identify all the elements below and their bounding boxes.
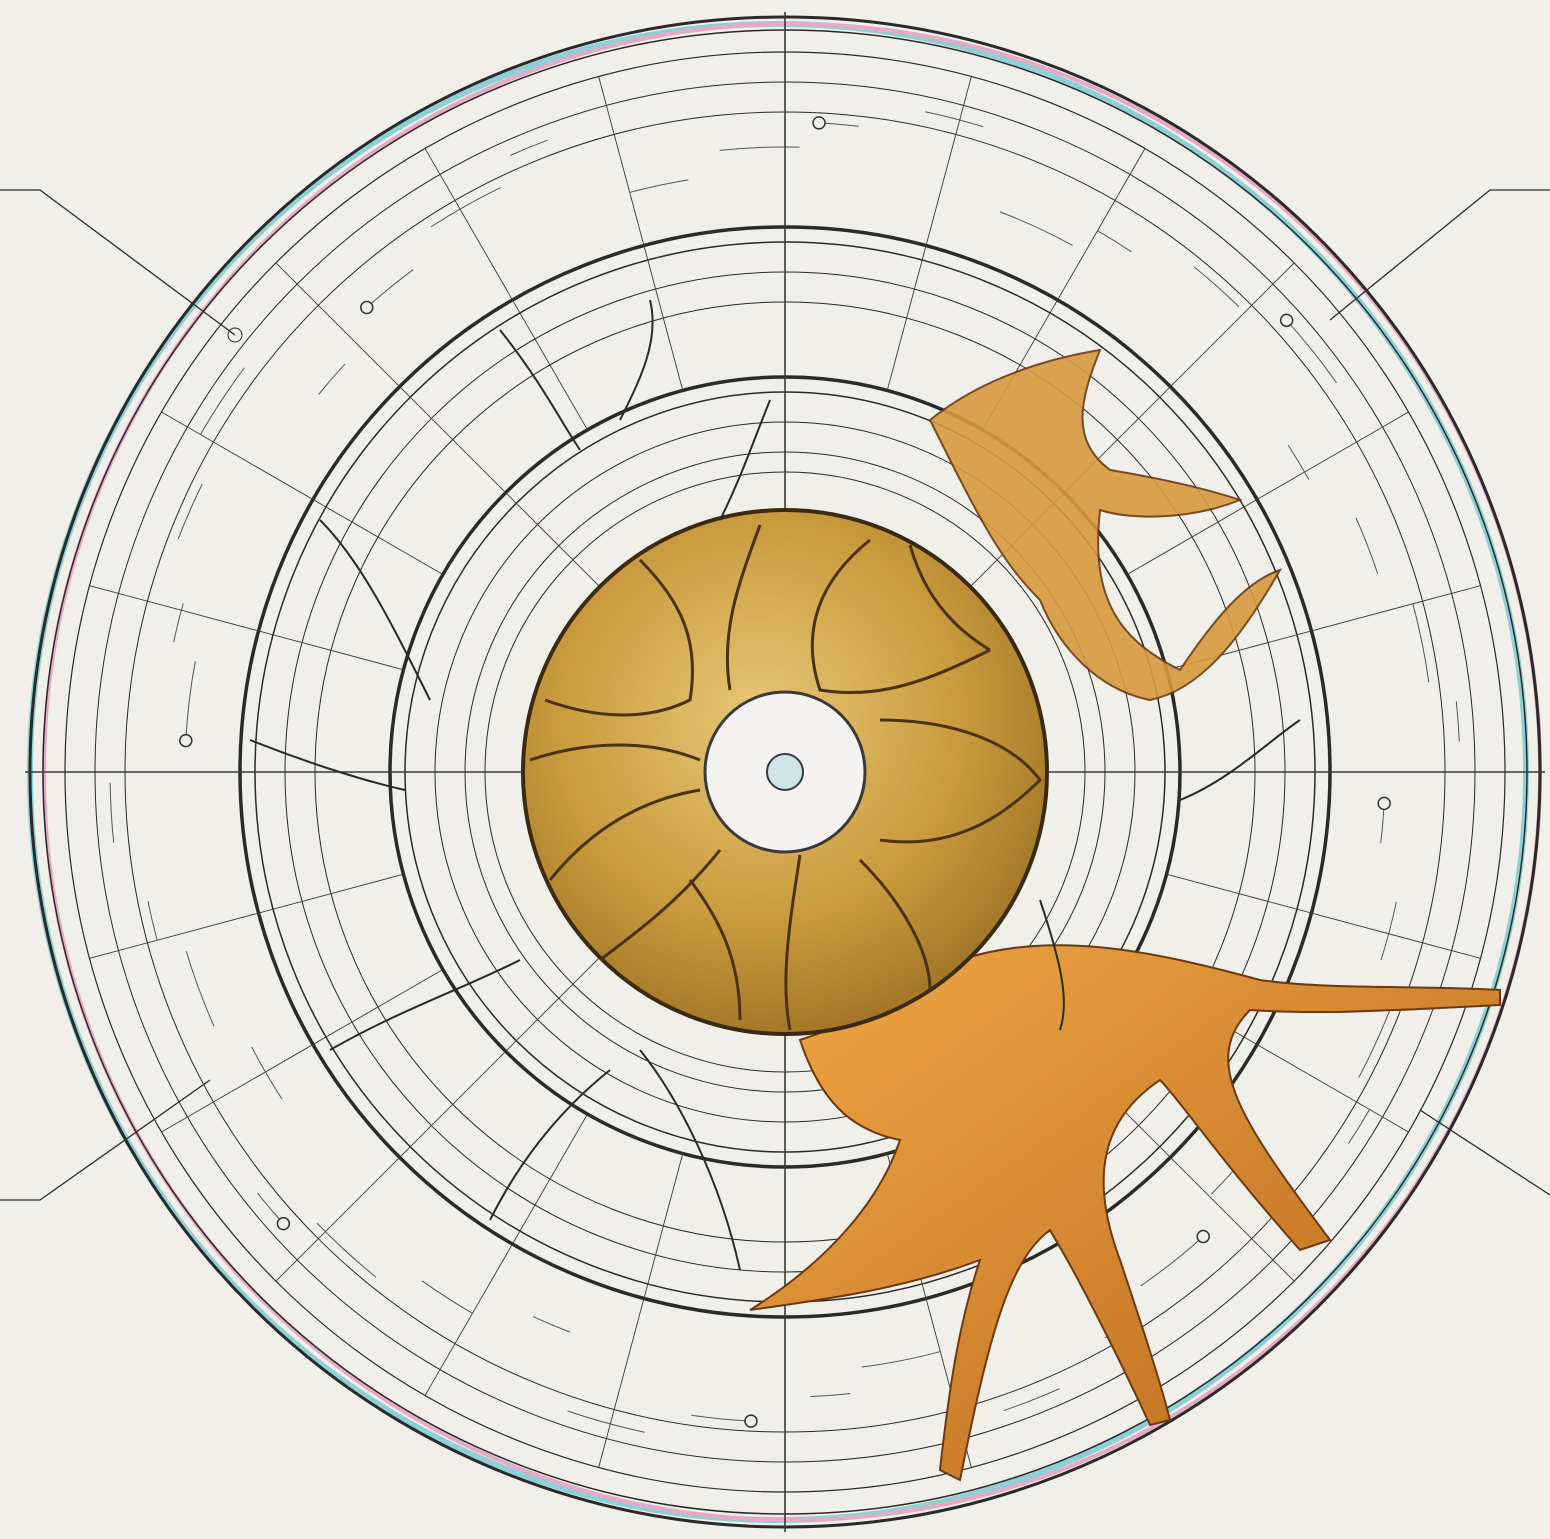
circuit-trace	[1455, 701, 1460, 742]
radial-line	[89, 585, 404, 671]
radial-line	[1126, 411, 1409, 575]
radial-line	[598, 76, 684, 391]
node	[360, 300, 374, 315]
node	[1196, 1229, 1210, 1244]
radial-line	[424, 1113, 588, 1396]
circuit-trace	[810, 1393, 851, 1397]
leader-line	[0, 189, 236, 336]
gold-cracks	[529, 524, 1042, 1031]
wood-crack	[749, 944, 1501, 1482]
circuit-trace	[1003, 1388, 1060, 1412]
circuit-trace	[316, 1222, 377, 1278]
circuit-trace	[173, 603, 184, 643]
circuit-trace	[861, 1351, 941, 1368]
node	[227, 327, 243, 343]
radial-line	[161, 969, 444, 1133]
circuit-trace	[430, 187, 501, 228]
wood-crack	[928, 348, 1283, 702]
circuit-trace	[1348, 1109, 1371, 1144]
leader-line	[1329, 189, 1550, 321]
radial-line	[89, 873, 404, 959]
circuit-trace	[177, 483, 203, 540]
circuit-trace	[629, 179, 689, 193]
node	[1377, 796, 1391, 811]
circuit-trace	[532, 1316, 571, 1333]
circuit-trace	[185, 951, 215, 1027]
circuit-trace	[1287, 444, 1310, 480]
circuit-trace	[999, 211, 1073, 246]
circuit-trace	[421, 1280, 473, 1314]
circuit-trace	[567, 1410, 645, 1433]
radial-line	[161, 411, 444, 575]
radial-line	[1166, 873, 1481, 959]
circuit-trace	[719, 146, 800, 151]
radial-line	[424, 148, 588, 431]
circuit-trace	[251, 1046, 283, 1100]
node	[1279, 313, 1294, 328]
circuit-trace	[925, 111, 984, 128]
circuit-trace	[1380, 901, 1397, 961]
circuit-trace	[510, 139, 548, 156]
spindle	[766, 753, 804, 791]
circuit-trace	[1193, 266, 1240, 308]
leader-line	[1419, 1109, 1550, 1196]
node	[276, 1216, 291, 1231]
circuit-trace	[147, 901, 158, 941]
circuit-trace	[109, 782, 115, 843]
radial-line	[275, 262, 601, 588]
radial-line	[886, 76, 972, 391]
circuit-trace	[1412, 603, 1430, 683]
circuit-trace	[1097, 230, 1132, 253]
circuit-trace	[318, 363, 346, 395]
radial-line	[598, 1153, 684, 1468]
circuit-trace	[200, 367, 245, 435]
node	[744, 1414, 758, 1428]
leader-line	[0, 1079, 211, 1201]
node	[179, 733, 193, 748]
node	[812, 116, 826, 130]
circuit-trace	[1355, 517, 1379, 574]
cracks	[249, 299, 1301, 1271]
radial-line	[275, 956, 601, 1282]
